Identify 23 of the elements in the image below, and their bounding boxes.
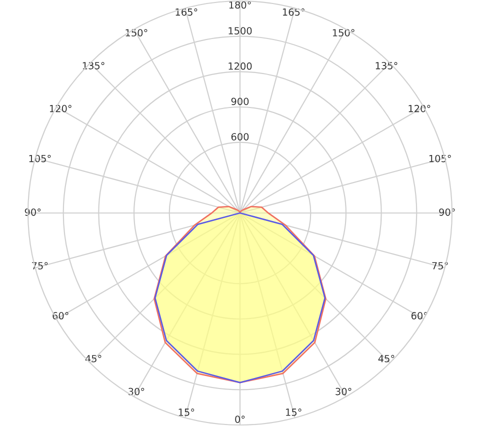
spoke-label: 105° [29, 154, 51, 162]
spoke-label: 150° [332, 29, 354, 36]
spoke-label: 60° [411, 312, 428, 320]
spoke-label: 30° [336, 388, 352, 396]
spoke-label: 180° [229, 1, 251, 9]
y-tick-label: 1200 [228, 62, 252, 70]
y-tick-label: 600 [231, 133, 249, 140]
spoke-label: 15° [178, 408, 194, 416]
spoke-label: 75° [32, 262, 48, 270]
spoke-label: 30° [128, 388, 144, 396]
spoke-label: 120° [408, 104, 430, 112]
spoke-label: 0° [235, 416, 245, 423]
spoke-label: 60° [52, 312, 68, 320]
y-tick-label: 900 [231, 98, 249, 106]
spoke-label: 75° [432, 262, 448, 270]
spoke-label: 135° [376, 62, 398, 70]
spoke-label: 90° [439, 208, 455, 216]
y-tick-label: 1500 [228, 27, 252, 34]
spoke-label: 120° [50, 104, 72, 112]
spoke-label: 135° [82, 62, 104, 70]
spoke-label: 45° [378, 354, 394, 362]
spoke-label: 165° [176, 8, 198, 16]
spoke-label: 15° [286, 408, 302, 416]
